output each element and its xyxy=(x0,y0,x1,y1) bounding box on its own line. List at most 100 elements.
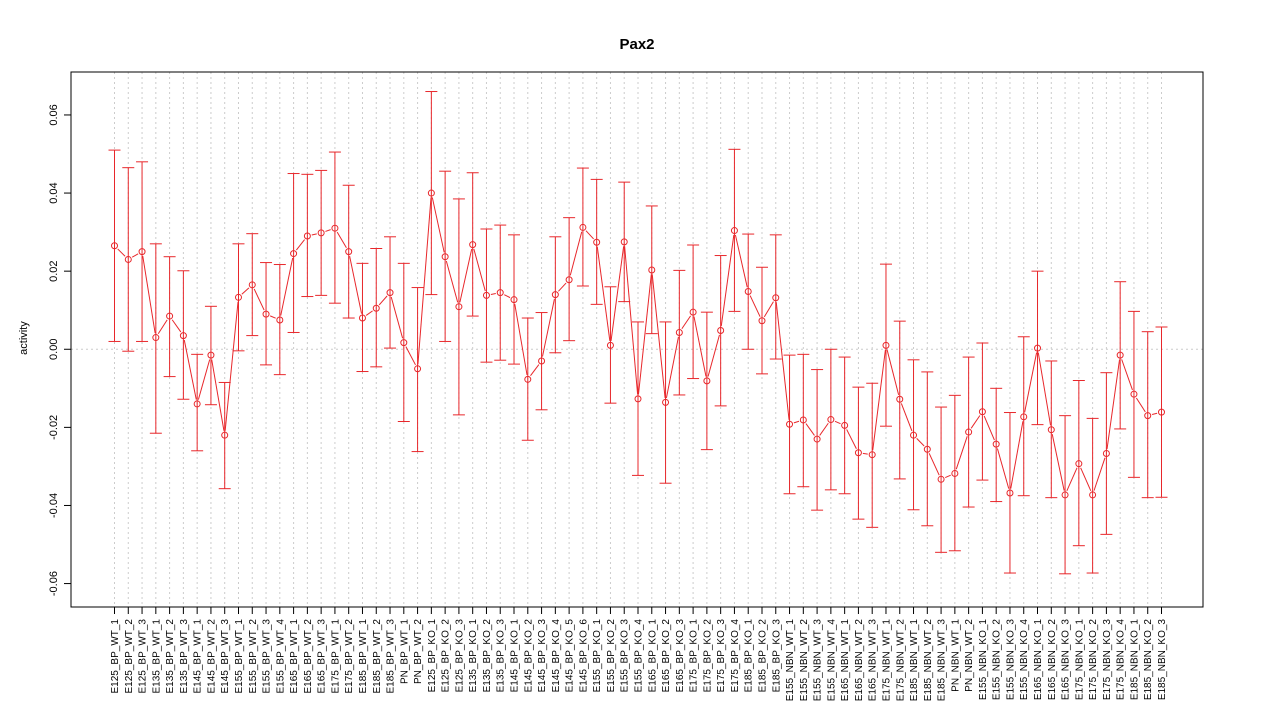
data-points xyxy=(111,189,1165,499)
line-segment xyxy=(157,319,168,335)
data-point xyxy=(606,341,614,349)
x-tick-label: E185_NBN_KO_1 xyxy=(1129,619,1140,701)
x-tick-label: E185_NBN_KO_3 xyxy=(1157,619,1168,701)
data-point xyxy=(331,224,339,232)
line-segment xyxy=(610,246,625,341)
line-segment xyxy=(171,319,182,333)
line-segment xyxy=(1080,467,1092,492)
x-tick-label: E185_NBN_KO_2 xyxy=(1143,619,1154,701)
plot-frame xyxy=(70,71,1204,608)
x-tick-label: E135_BP_KO_3 xyxy=(496,619,507,693)
data-point xyxy=(234,293,242,301)
x-tick-label: E155_NBN_KO_1 xyxy=(978,619,989,701)
line-segment xyxy=(142,255,156,334)
line-segment xyxy=(241,287,250,295)
data-point xyxy=(124,255,132,263)
x-tick-label: E135_BP_WT_3 xyxy=(179,619,190,694)
x-tick-label: E165_NBN_WT_3 xyxy=(868,619,879,702)
data-point xyxy=(303,232,311,240)
y-tick-label: -0.04 xyxy=(48,493,60,518)
x-tick-label: E145_BP_WT_3 xyxy=(220,619,231,694)
x-tick-label: E165_NBN_WT_2 xyxy=(854,619,865,702)
line-segment xyxy=(637,274,652,395)
line-segment xyxy=(1051,434,1065,491)
line-segment xyxy=(269,315,276,319)
data-point xyxy=(372,304,380,312)
x-tick-label: E155_NBN_KO_3 xyxy=(1005,619,1016,701)
line-segment xyxy=(325,229,331,232)
line-segment xyxy=(378,295,388,306)
line-segment xyxy=(504,294,511,299)
data-point xyxy=(510,296,518,304)
line-segment xyxy=(693,316,707,377)
data-point xyxy=(538,357,546,365)
x-tick-label: E175_BP_KO_3 xyxy=(716,619,727,693)
line-segment xyxy=(569,231,583,276)
x-tick-label: E125_BP_WT_3 xyxy=(138,619,149,694)
line-segment xyxy=(720,234,735,327)
x-tick-label: PN_BP_WT_1 xyxy=(399,619,410,684)
data-point xyxy=(965,428,973,436)
data-point xyxy=(648,266,656,274)
data-point xyxy=(179,332,187,340)
line-segment xyxy=(775,302,790,420)
x-tick-label: E175_BP_KO_4 xyxy=(730,619,741,693)
data-point xyxy=(662,398,670,406)
x-tick-label: E165_BP_KO_1 xyxy=(647,619,658,693)
x-tick-label: E175_BP_WT_1 xyxy=(330,619,341,694)
x-tick-label: E145_BP_KO_2 xyxy=(523,619,534,693)
data-point xyxy=(248,281,256,289)
data-point xyxy=(1020,413,1028,421)
line-segment xyxy=(417,197,432,365)
x-tick-label: PN_BP_WT_2 xyxy=(413,619,424,684)
data-point xyxy=(386,289,394,297)
data-point xyxy=(813,435,821,443)
line-segment xyxy=(900,403,913,432)
y-tick-label: 0.06 xyxy=(48,104,60,125)
data-point xyxy=(910,431,918,439)
line-segment xyxy=(596,246,611,341)
data-point xyxy=(262,310,270,318)
line-segment xyxy=(834,420,841,425)
data-point xyxy=(414,365,422,373)
x-tick-label: E145_BP_WT_1 xyxy=(193,619,204,694)
data-point xyxy=(675,328,683,336)
x-tick-label: E135_BP_WT_1 xyxy=(151,619,162,694)
x-tick-label: E175_NBN_WT_2 xyxy=(895,619,906,702)
x-tick-label: E155_BP_WT_2 xyxy=(248,619,259,694)
line-segment xyxy=(117,248,126,257)
series-line xyxy=(117,197,1158,492)
data-point xyxy=(868,451,876,459)
line-segment xyxy=(763,301,774,318)
x-tick-label: E135_BP_KO_1 xyxy=(468,619,479,693)
data-point xyxy=(317,229,325,237)
line-segment xyxy=(734,234,748,288)
x-tick-label: E155_NBN_KO_2 xyxy=(992,619,1003,701)
x-tick-label: E185_BP_KO_3 xyxy=(771,619,782,693)
line-segment xyxy=(490,293,496,295)
x-tick-label: E165_NBN_KO_3 xyxy=(1061,619,1072,701)
x-tick-label: E135_BP_WT_2 xyxy=(165,619,176,694)
error-bars xyxy=(108,91,1168,575)
x-tick-label: E155_BP_KO_3 xyxy=(620,619,631,693)
data-point xyxy=(221,431,229,439)
line-segment xyxy=(805,423,815,436)
line-segment xyxy=(1106,359,1121,450)
data-point xyxy=(207,351,215,359)
line-segment xyxy=(945,474,951,479)
line-segment xyxy=(1093,457,1106,491)
x-tick-label: E185_NBN_WT_3 xyxy=(937,619,948,702)
x-tick-label: PN_NBN_WT_2 xyxy=(964,619,975,692)
x-tick-label: E185_NBN_WT_2 xyxy=(923,619,934,702)
x-tick-label: E155_BP_WT_3 xyxy=(262,619,273,694)
x-tick-label: E175_NBN_KO_2 xyxy=(1088,619,1099,701)
x-tick-label: E145_BP_KO_3 xyxy=(537,619,548,693)
y-tick-label: -0.06 xyxy=(48,571,60,596)
line-segment xyxy=(793,420,800,424)
line-segment xyxy=(349,255,363,314)
line-segment xyxy=(558,282,567,292)
chart-title: Pax2 xyxy=(619,36,654,53)
data-point xyxy=(717,327,725,335)
x-tick-label: E165_BP_KO_2 xyxy=(661,619,672,693)
